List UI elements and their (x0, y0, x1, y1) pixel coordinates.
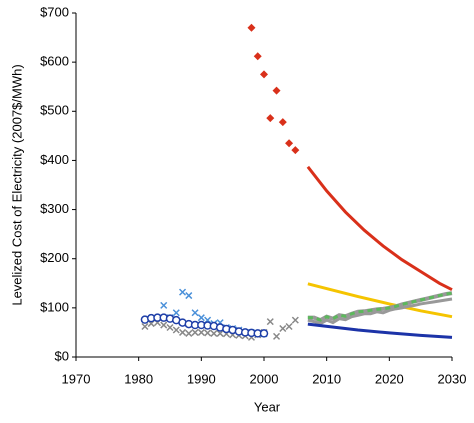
x-marker (160, 321, 168, 329)
x-tick-label: 2010 (312, 371, 341, 386)
x-tick-label: 1980 (124, 371, 153, 386)
x-marker (185, 292, 193, 300)
diamond-marker (266, 114, 275, 123)
diamond-marker (253, 52, 262, 61)
x-marker (166, 323, 174, 332)
x-tick-label: 2000 (250, 371, 279, 386)
x-marker (266, 318, 274, 326)
series-line (307, 291, 453, 322)
diamond-marker (260, 70, 268, 79)
y-axis-label: Levelized Cost of Electricity (2007$/MWh… (9, 64, 24, 305)
series-line (307, 322, 453, 339)
x-marker (191, 309, 199, 317)
y-tick-label: $200 (40, 250, 69, 265)
x-marker (191, 328, 199, 336)
series-line (307, 297, 453, 326)
x-tick-label: 2030 (438, 371, 467, 386)
diamond-marker (278, 118, 287, 127)
x-axis-label: Year (254, 399, 281, 414)
y-tick-label: $700 (40, 4, 69, 19)
x-tick-label: 1970 (62, 371, 91, 386)
x-marker (172, 309, 180, 317)
x-marker (141, 323, 149, 331)
diamond-marker (247, 23, 256, 32)
x-marker (204, 329, 212, 337)
circle-marker (259, 329, 269, 338)
x-marker (197, 314, 205, 322)
x-marker (185, 329, 193, 337)
x-marker (210, 329, 218, 337)
y-tick-label: $300 (40, 201, 69, 216)
x-marker (197, 328, 205, 336)
y-tick-label: $600 (40, 54, 69, 69)
diamond-marker (285, 139, 294, 148)
diamond-marker (272, 86, 281, 95)
x-marker (291, 316, 299, 324)
series-line (306, 165, 453, 292)
x-marker (285, 323, 293, 331)
x-tick-label: 2020 (375, 371, 404, 386)
y-tick-label: $400 (40, 152, 69, 167)
y-tick-label: $100 (40, 299, 69, 314)
x-marker (179, 288, 187, 296)
x-marker (172, 326, 180, 334)
x-marker (179, 328, 187, 336)
y-tick-label: $0 (55, 348, 69, 363)
x-tick-label: 1990 (187, 371, 216, 386)
x-marker (279, 324, 287, 333)
series-line (307, 282, 453, 319)
x-marker (273, 332, 281, 340)
x-marker (160, 301, 168, 309)
y-tick-label: $500 (40, 103, 69, 118)
diamond-marker (291, 146, 300, 155)
x-marker (216, 329, 224, 337)
